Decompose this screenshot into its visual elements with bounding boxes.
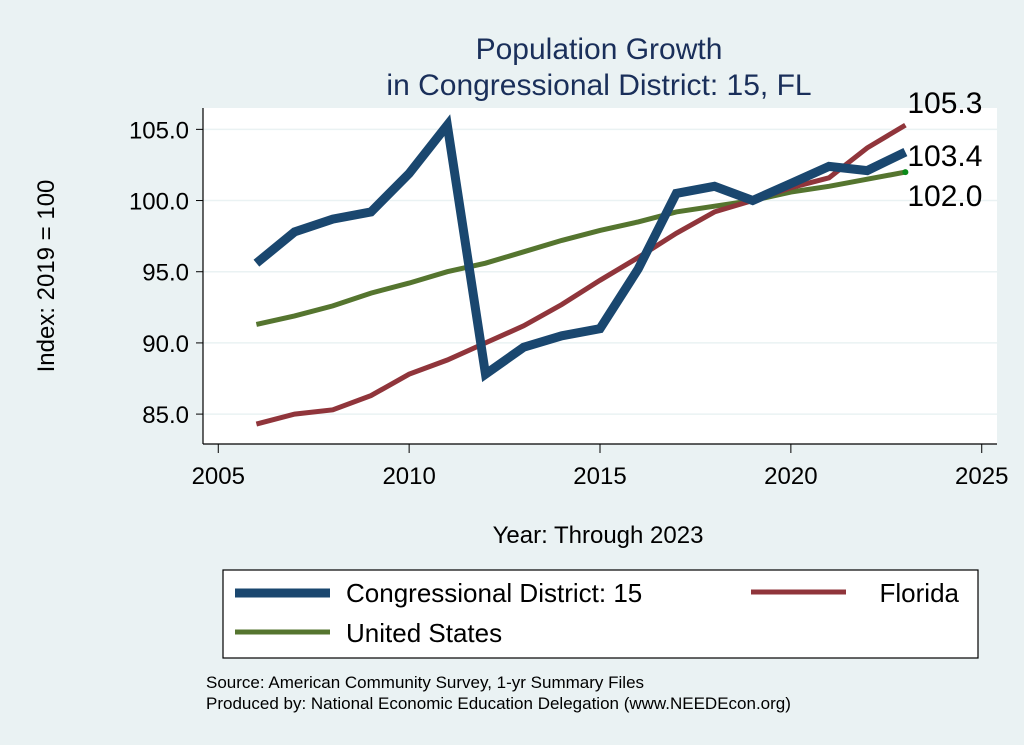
legend-label-district: Congressional District: 15	[346, 578, 642, 608]
x-axis-ticks: 2005 2010 2015 2020 2025	[192, 444, 1008, 490]
end-label-florida: 105.3	[907, 87, 982, 120]
x-tick-label: 2005	[192, 463, 245, 490]
chart-title-line-2: in Congressional District: 15, FL	[386, 69, 811, 102]
series-end-marker-united-states	[902, 169, 909, 176]
legend-label-florida: Florida	[880, 578, 960, 608]
producer-note: Produced by: National Economic Education…	[206, 694, 791, 713]
source-note: Source: American Community Survey, 1-yr …	[206, 673, 644, 692]
y-tick-label: 95.0	[142, 260, 189, 287]
x-tick-label: 2025	[955, 463, 1008, 490]
gridlines	[203, 128, 997, 415]
x-tick-label: 2015	[573, 463, 626, 490]
x-tick-label: 2020	[764, 463, 817, 490]
y-tick-label: 90.0	[142, 331, 189, 358]
series-line-district	[253, 114, 908, 383]
x-axis-label: Year: Through 2023	[493, 522, 704, 549]
series-lines	[253, 114, 909, 427]
y-axis-label: Index: 2019 = 100	[33, 180, 60, 373]
y-tick-label: 105.0	[129, 117, 189, 144]
legend-box	[222, 569, 979, 659]
plot-area	[203, 108, 997, 444]
legend: Congressional District: 15 Florida Unite…	[222, 569, 979, 659]
chart-title-line-1: Population Growth	[476, 33, 723, 66]
y-axis-ticks: 85.0 90.0 95.0 100.0 105.0	[129, 117, 203, 429]
series-line-florida	[255, 122, 907, 427]
series-line-united-states	[255, 169, 906, 327]
end-label-united-states: 102.0	[907, 180, 982, 213]
end-labels: 105.3 103.4 102.0	[907, 87, 982, 213]
y-tick-label: 85.0	[142, 402, 189, 429]
end-label-district: 103.4	[907, 140, 982, 173]
y-tick-label: 100.0	[129, 189, 189, 216]
legend-label-united-states: United States	[346, 618, 502, 648]
x-tick-label: 2010	[382, 463, 435, 490]
